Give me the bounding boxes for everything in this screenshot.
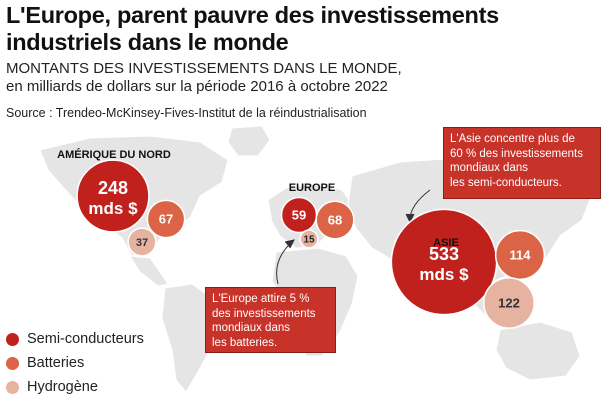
asie-batteries-value-label: 114: [510, 248, 532, 263]
legend-swatch-hydrogene: [6, 380, 19, 394]
europe-callout-arrowhead: [284, 239, 295, 249]
subtitle-line-2: en milliards de dollars sur la période 2…: [6, 78, 388, 95]
legend-label-semi-conducteurs: Semi-conducteurs: [27, 331, 144, 347]
europe-callout-line-4: les batteries.: [212, 336, 278, 349]
chart-title: L'Europe, parent pauvre des investisseme…: [6, 2, 566, 56]
legend-label-batteries: Batteries: [27, 355, 85, 371]
leader-lines: [276, 189, 431, 285]
europe-batteries-value-label: 68: [328, 213, 342, 228]
legend-swatch-batteries: [6, 356, 19, 370]
legend-item-hydrogene: Hydrogène: [6, 375, 144, 399]
europe-batteries-bubble: [315, 200, 355, 240]
amerique-du-nord-region-label: AMÉRIQUE DU NORD: [57, 148, 171, 161]
asia-callout-line-1: L'Asie concentre plus de: [450, 133, 575, 145]
title-line-1: L'Europe, parent pauvre des investisseme…: [6, 2, 499, 28]
australia-landmass: [495, 321, 581, 381]
legend-label-hydrogene: Hydrogène: [27, 379, 98, 395]
europe-callout-line-1: L'Europe attire 5 %: [212, 293, 310, 305]
asia-callout: L'Asie concentre plus de 60 % des invest…: [443, 127, 601, 199]
chart-subtitle: MONTANTS DES INVESTISSEMENTS DANS LE MON…: [6, 60, 402, 96]
asia-callout-line-4: les semi-conducteurs.: [450, 176, 562, 189]
legend-swatch-semi-conducteurs: [6, 332, 19, 346]
amerique-du-nord-batteries-bubble: [146, 199, 186, 239]
asie-semi-conducteurs-value-label: 533: [429, 244, 459, 264]
amerique-du-nord-batteries-value-label: 67: [159, 212, 173, 227]
amerique-du-nord-semi-conducteurs-unit-label: mds $: [88, 199, 138, 218]
europe-hydrogene-value-label: 15: [303, 235, 315, 246]
legend-item-batteries: Batteries: [6, 351, 144, 375]
greenland-landmass: [227, 125, 271, 157]
asie-batteries-bubble: [494, 229, 546, 281]
europe-callout: L'Europe attire 5 % des investissements …: [205, 287, 336, 353]
source-note: Source : Trendeo-McKinsey-Fives-Institut…: [6, 106, 367, 120]
amerique-du-nord-semi-conducteurs-bubble: [76, 159, 150, 233]
asie-hydrogene-value-label: 122: [498, 296, 520, 311]
europe-semi-conducteurs-value-label: 59: [292, 208, 306, 223]
asie-hydrogene-bubble: [483, 277, 535, 329]
amerique-du-nord-hydrogene-bubble: [127, 227, 157, 257]
title-line-2: industriels dans le monde: [6, 29, 289, 55]
central-america-landmass: [129, 255, 169, 287]
amerique-du-nord-semi-conducteurs-value-label: 248: [98, 178, 128, 198]
europe-region-label: EUROPE: [289, 182, 335, 194]
europe-hydrogene-bubble: [299, 229, 319, 249]
legend-item-semi-conducteurs: Semi-conducteurs: [6, 327, 144, 351]
asia-callout-line-3: mondiaux dans: [450, 162, 528, 174]
asie-region-label: ASIE: [433, 237, 459, 249]
europe-callout-line-3: mondiaux dans: [212, 322, 290, 334]
europe-callout-line-2: des investissements: [212, 307, 316, 320]
asie-semi-conducteurs-unit-label: mds $: [419, 265, 469, 284]
amerique-du-nord-hydrogene-value-label: 37: [136, 237, 148, 249]
asia-callout-line-2: 60 % des investissements: [450, 147, 583, 160]
legend: Semi-conducteurs Batteries Hydrogène: [6, 327, 144, 399]
subtitle-line-1: MONTANTS DES INVESTISSEMENTS DANS LE MON…: [6, 60, 402, 77]
